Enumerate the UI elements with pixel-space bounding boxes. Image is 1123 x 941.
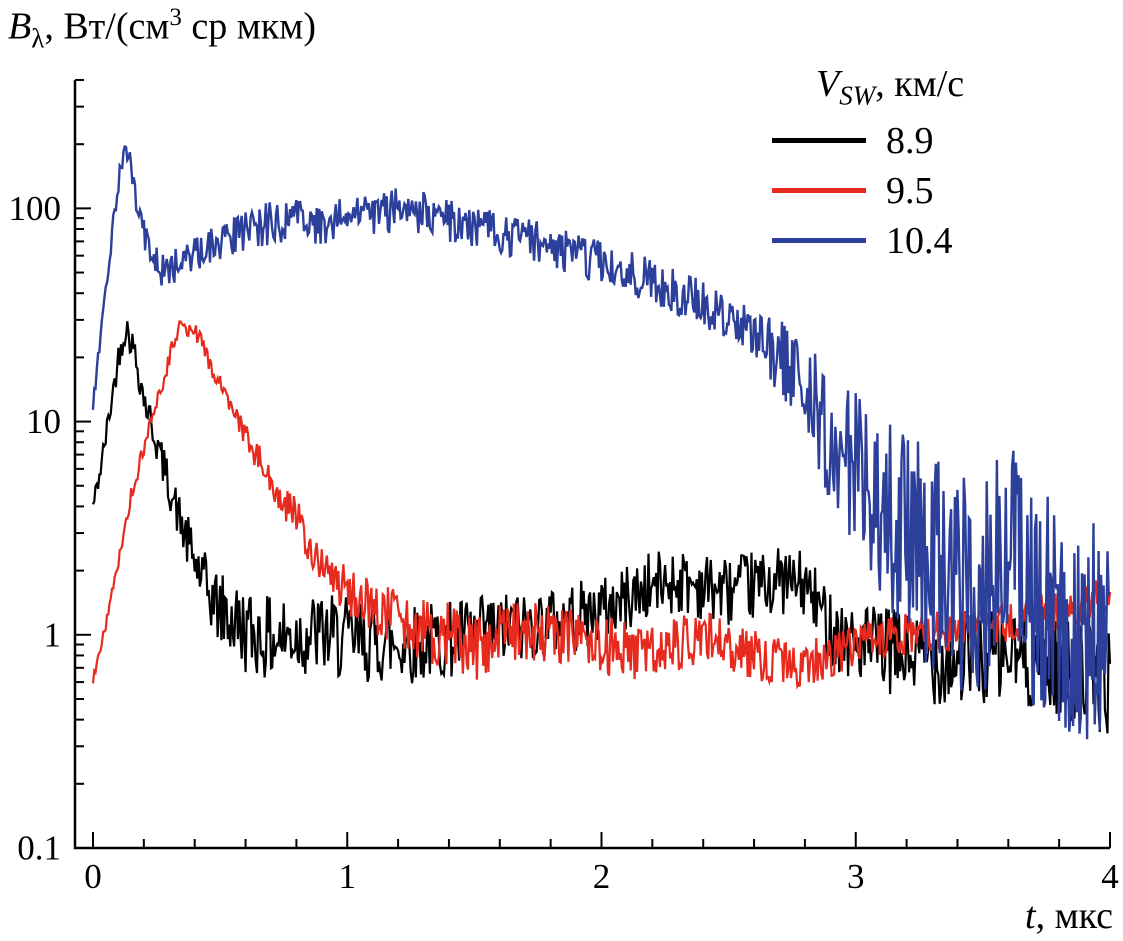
y-axis-symbol: B [8, 5, 32, 48]
legend-item: 9.5 [772, 166, 964, 216]
legend-label: 8.9 [886, 119, 934, 162]
x-tick-label: 4 [1101, 857, 1119, 896]
legend-title-symbol: V [816, 63, 840, 105]
legend-swatch-red [772, 188, 866, 194]
legend-swatch-blue [772, 238, 866, 244]
tick-labels: 0.1 1 10 100 0 1 2 3 4 [9, 189, 1119, 896]
legend-swatch-black [772, 138, 866, 144]
legend-title-subscript: SW [839, 80, 876, 111]
x-tick-label: 3 [847, 857, 865, 896]
legend-item: 10.4 [772, 216, 964, 266]
legend-title-units: , км/с [875, 63, 965, 105]
x-axis-title: t, мкс [1025, 894, 1113, 938]
ticks [75, 79, 1111, 849]
series-line-8.9 [91, 321, 1112, 734]
y-tick-label: 0.1 [17, 829, 61, 868]
y-axis-units-1: , Вт/(см [44, 5, 170, 48]
legend-title: VSW, км/с [816, 62, 964, 112]
legend-label: 9.5 [886, 169, 934, 212]
legend-item: 8.9 [772, 116, 964, 166]
x-axis-units: , мкс [1035, 895, 1113, 937]
legend: VSW, км/с 8.9 9.5 10.4 [772, 62, 964, 266]
y-tick-label: 10 [26, 402, 61, 441]
y-axis-superscript: 3 [169, 4, 182, 31]
x-tick-label: 2 [593, 857, 611, 896]
y-tick-label: 1 [44, 615, 62, 654]
legend-label: 10.4 [886, 219, 953, 262]
series-line-10.4 [91, 144, 1111, 740]
x-tick-label: 0 [84, 857, 102, 896]
y-axis-units-2: ср мкм) [181, 5, 316, 48]
y-axis-title: Bλ, Вт/(см3 ср мкм) [8, 4, 316, 54]
y-tick-label: 100 [9, 189, 62, 228]
x-axis-symbol: t [1025, 895, 1036, 937]
series-group [91, 144, 1112, 740]
y-axis-subscript: λ [31, 23, 45, 54]
x-tick-label: 1 [339, 857, 357, 896]
